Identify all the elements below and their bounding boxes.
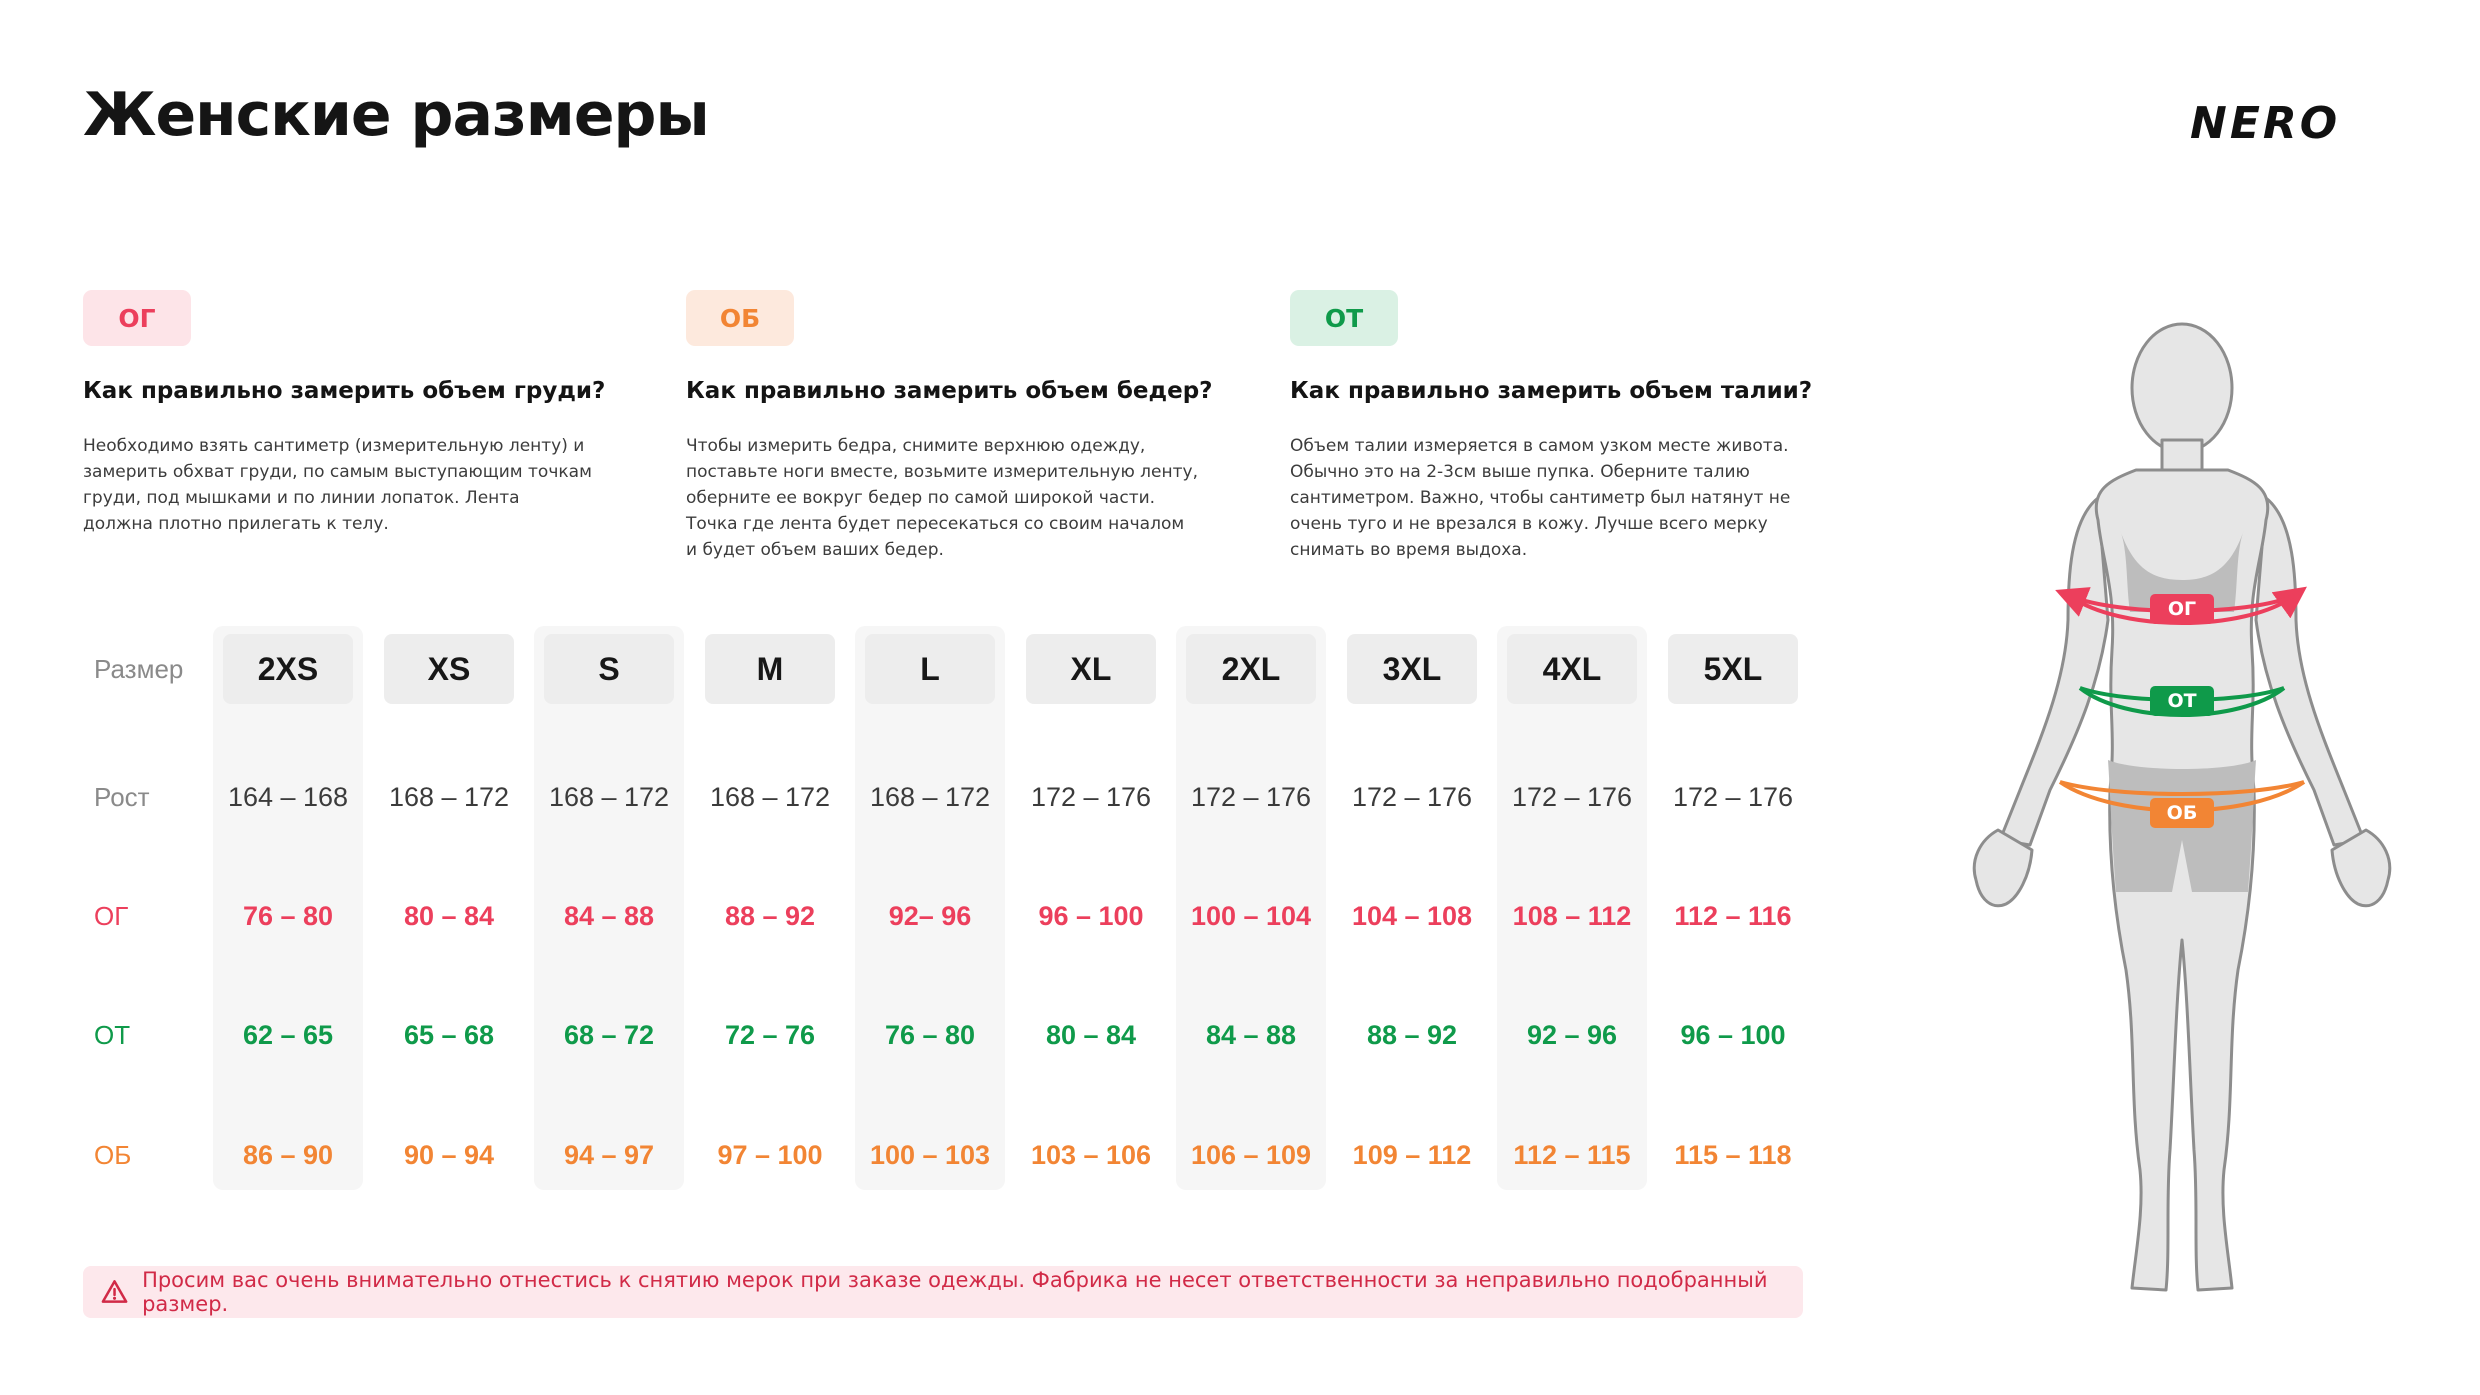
og-cell: 100 – 104 <box>1190 901 1312 931</box>
size-column-bg <box>855 626 1005 1190</box>
hips-guide-heading: Как правильно замерить объем бедер? <box>686 378 1213 404</box>
height-cell: 168 – 172 <box>388 782 510 812</box>
size-header-l: L <box>865 634 995 704</box>
og-cell: 112 – 116 <box>1674 901 1792 931</box>
ot-cell: 65 – 68 <box>403 1020 495 1050</box>
size-header-4xl: 4XL <box>1507 634 1637 704</box>
height-cell: 168 – 172 <box>548 782 670 812</box>
warning-text: Просим вас очень внимательно отнестись к… <box>142 1268 1768 1316</box>
ot-cell: 96 – 100 <box>1680 1020 1786 1050</box>
figure-ob-tag: ОБ <box>2150 798 2214 828</box>
figure-og-tag: ОГ <box>2150 594 2214 624</box>
size-header-2xs: 2XS <box>223 634 353 704</box>
size-header-m: M <box>705 634 835 704</box>
og-badge: ОГ <box>83 290 191 346</box>
ob-cell: 103 – 106 <box>1030 1140 1152 1170</box>
size-column-bg <box>213 626 363 1190</box>
height-cell: 172 – 176 <box>1672 782 1794 812</box>
ob-cell: 112 – 115 <box>1513 1140 1631 1170</box>
size-header-3xl: 3XL <box>1347 634 1477 704</box>
size-header-xs: XS <box>384 634 514 704</box>
size-header-s: S <box>544 634 674 704</box>
ot-badge: ОТ <box>1290 290 1398 346</box>
og-cell: 96 – 100 <box>1038 901 1144 931</box>
ob-cell: 100 – 103 <box>869 1140 991 1170</box>
ot-cell: 92 – 96 <box>1526 1020 1618 1050</box>
og-cell: 84 – 88 <box>563 901 655 931</box>
warning-banner: Просим вас очень внимательно отнестись к… <box>83 1266 1803 1318</box>
chest-guide: ОГ Как правильно замерить объем груди? Н… <box>83 290 623 537</box>
hips-guide: ОБ Как правильно замерить объем бедер? Ч… <box>686 290 1226 563</box>
row-label-ot: ОТ <box>94 1020 131 1050</box>
ot-cell: 72 – 76 <box>724 1020 816 1050</box>
waist-guide: ОТ Как правильно замерить объем талии? О… <box>1290 290 1830 563</box>
page-title: Женские размеры <box>83 80 710 150</box>
waist-guide-text: Объем талии измеряется в самом узком мес… <box>1290 435 1791 560</box>
height-cell: 164 – 168 <box>227 782 349 812</box>
row-label-ob: ОБ <box>94 1140 132 1170</box>
size-header-xl: XL <box>1026 634 1156 704</box>
size-header-5xl: 5XL <box>1668 634 1798 704</box>
og-cell: 88 – 92 <box>724 901 816 931</box>
size-column-bg <box>1176 626 1326 1190</box>
ob-cell: 94 – 97 <box>563 1140 655 1170</box>
female-silhouette <box>1972 322 2392 1292</box>
ot-cell: 68 – 72 <box>563 1020 655 1050</box>
ot-cell: 62 – 65 <box>242 1020 334 1050</box>
chest-guide-text: Необходимо взять сантиметр (измерительну… <box>83 435 592 534</box>
height-cell: 172 – 176 <box>1511 782 1633 812</box>
og-cell: 104 – 108 <box>1351 901 1473 931</box>
og-cell: 92– 96 <box>888 901 972 931</box>
ob-cell: 109 – 112 <box>1352 1140 1472 1170</box>
og-cell: 108 – 112 <box>1512 901 1632 931</box>
height-cell: 168 – 172 <box>709 782 831 812</box>
logo-text: NERO <box>2190 100 2340 144</box>
size-header-2xl: 2XL <box>1186 634 1316 704</box>
row-label-size: Размер <box>94 654 184 684</box>
ob-cell: 90 – 94 <box>403 1140 495 1170</box>
ob-badge: ОБ <box>686 290 794 346</box>
ot-cell: 76 – 80 <box>884 1020 976 1050</box>
figure-ot-tag: ОТ <box>2150 686 2214 716</box>
ob-cell: 97 – 100 <box>717 1140 823 1170</box>
ot-cell: 88 – 92 <box>1366 1020 1458 1050</box>
nero-logo: NERO <box>2190 100 2340 144</box>
warning-triangle-icon <box>101 1280 128 1303</box>
body-figure: ОГ ОТ ОБ <box>1940 320 2420 1330</box>
row-label-og: ОГ <box>94 901 129 931</box>
chest-guide-heading: Как правильно замерить объем груди? <box>83 378 606 404</box>
og-cell: 80 – 84 <box>403 901 495 931</box>
ob-cell: 86 – 90 <box>242 1140 334 1170</box>
ot-cell: 80 – 84 <box>1045 1020 1137 1050</box>
row-label-height: Рост <box>94 782 150 812</box>
ob-cell: 106 – 109 <box>1190 1140 1312 1170</box>
height-cell: 172 – 176 <box>1030 782 1152 812</box>
height-cell: 172 – 176 <box>1190 782 1312 812</box>
hips-guide-text: Чтобы измерить бедра, снимите верхнюю од… <box>686 435 1198 560</box>
size-column-bg <box>534 626 684 1190</box>
waist-guide-heading: Как правильно замерить объем талии? <box>1290 378 1813 404</box>
height-cell: 168 – 172 <box>869 782 991 812</box>
height-cell: 172 – 176 <box>1351 782 1473 812</box>
ot-cell: 84 – 88 <box>1205 1020 1297 1050</box>
og-cell: 76 – 80 <box>242 901 334 931</box>
ob-cell: 115 – 118 <box>1674 1140 1792 1170</box>
size-column-bg <box>1497 626 1647 1190</box>
